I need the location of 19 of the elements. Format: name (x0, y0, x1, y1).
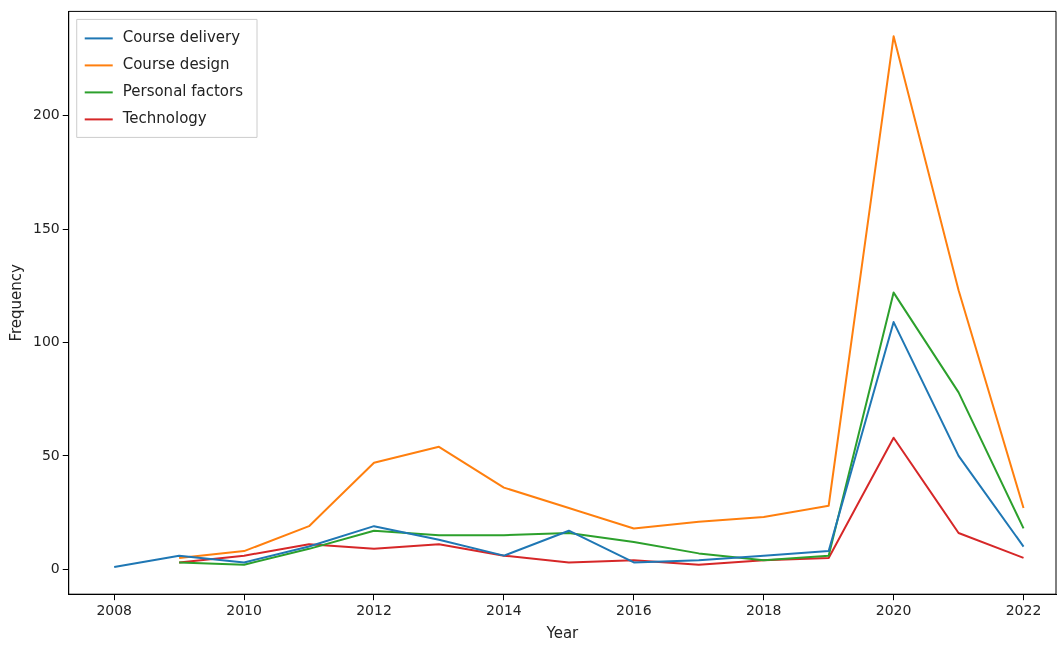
x-tick-label: 2020 (875, 602, 912, 619)
x-tick-label: 2010 (226, 602, 262, 619)
y-tick-label: 150 (32, 219, 60, 236)
x-tick-label: 2012 (356, 602, 392, 619)
legend-label: Course delivery (122, 28, 241, 47)
y-axis-title: Frequency (6, 263, 25, 342)
y-tick-label: 0 (50, 559, 60, 576)
y-tick-label: 200 (32, 106, 60, 123)
x-tick-label: 2014 (486, 602, 522, 619)
x-axis-title: Year (545, 623, 580, 642)
x-tick-label: 2016 (615, 602, 652, 619)
x-tick-label: 2022 (1005, 602, 1042, 619)
legend-label: Course design (122, 55, 230, 74)
y-tick-label: 50 (41, 446, 60, 463)
legend-label: Personal factors (122, 82, 244, 101)
x-tick-label: 2018 (745, 602, 782, 619)
x-tick-label: 2008 (96, 602, 133, 619)
y-tick-label: 100 (32, 333, 60, 350)
legend-label: Technology (121, 109, 207, 128)
